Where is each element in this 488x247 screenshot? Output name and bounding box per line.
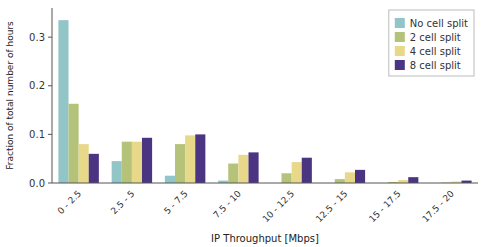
legend-swatch bbox=[395, 18, 405, 28]
x-tick-label: 0 - 2.5 bbox=[56, 189, 84, 217]
y-axis-label: Fraction of total number of hours bbox=[5, 21, 15, 170]
legend-label: 4 cell split bbox=[410, 46, 461, 57]
bar bbox=[89, 154, 99, 183]
y-tick bbox=[48, 183, 52, 184]
y-tick-label: 0.0 bbox=[29, 178, 45, 189]
bar bbox=[282, 173, 292, 183]
bar bbox=[345, 172, 355, 183]
y-tick bbox=[48, 85, 52, 86]
bar bbox=[112, 161, 122, 183]
x-tick-label: 17.5 - 20 bbox=[420, 188, 456, 224]
x-axis bbox=[52, 183, 478, 184]
bar bbox=[58, 20, 68, 183]
x-axis-label: IP Throughput [Mbps] bbox=[211, 233, 319, 244]
legend-label: 8 cell split bbox=[410, 60, 461, 71]
x-tick-label: 7.5 - 10 bbox=[211, 188, 243, 220]
y-tick-label: 0.3 bbox=[29, 32, 45, 43]
legend-swatch bbox=[395, 60, 405, 70]
bar bbox=[175, 144, 185, 183]
legend-label: 2 cell split bbox=[410, 32, 461, 43]
x-tick-label: 2.5 - 5 bbox=[109, 189, 137, 217]
x-tick-label: 10 - 12.5 bbox=[261, 189, 297, 225]
bar bbox=[355, 170, 365, 183]
bar bbox=[302, 158, 312, 183]
bar bbox=[165, 176, 175, 183]
y-axis bbox=[52, 8, 53, 183]
legend-frame bbox=[389, 10, 474, 76]
bar bbox=[142, 138, 152, 183]
bar bbox=[69, 104, 79, 183]
bar bbox=[228, 164, 238, 183]
x-tick-label: 5 - 7.5 bbox=[162, 189, 190, 217]
bar bbox=[335, 179, 345, 183]
bar bbox=[132, 142, 142, 183]
chart: 0.0 0.1 0.2 0.3 0 - 2.5 2.5 - 5 5 - 7.5 7.5 - 1… bbox=[0, 0, 488, 247]
legend-swatch bbox=[395, 46, 405, 56]
bar bbox=[195, 134, 205, 183]
bar bbox=[292, 162, 302, 183]
legend-swatch bbox=[395, 32, 405, 42]
bar bbox=[408, 177, 418, 183]
bar bbox=[122, 142, 132, 183]
bar bbox=[238, 155, 248, 183]
bar bbox=[79, 144, 89, 183]
y-tick-label: 0.2 bbox=[29, 80, 45, 91]
x-tick-label: 12.5 - 15 bbox=[314, 189, 350, 225]
y-tick bbox=[48, 37, 52, 38]
y-tick-label: 0.1 bbox=[29, 129, 45, 140]
x-tick-label: 15 - 17.5 bbox=[367, 189, 403, 225]
y-tick bbox=[48, 134, 52, 135]
legend: No cell split 2 cell split 4 cell split 8 c… bbox=[389, 10, 474, 76]
legend-label: No cell split bbox=[410, 18, 468, 29]
chart-container: 0.0 0.1 0.2 0.3 0 - 2.5 2.5 - 5 5 - 7.5 7.5 - 1… bbox=[0, 0, 488, 247]
bar bbox=[248, 152, 258, 183]
bar bbox=[185, 135, 195, 183]
